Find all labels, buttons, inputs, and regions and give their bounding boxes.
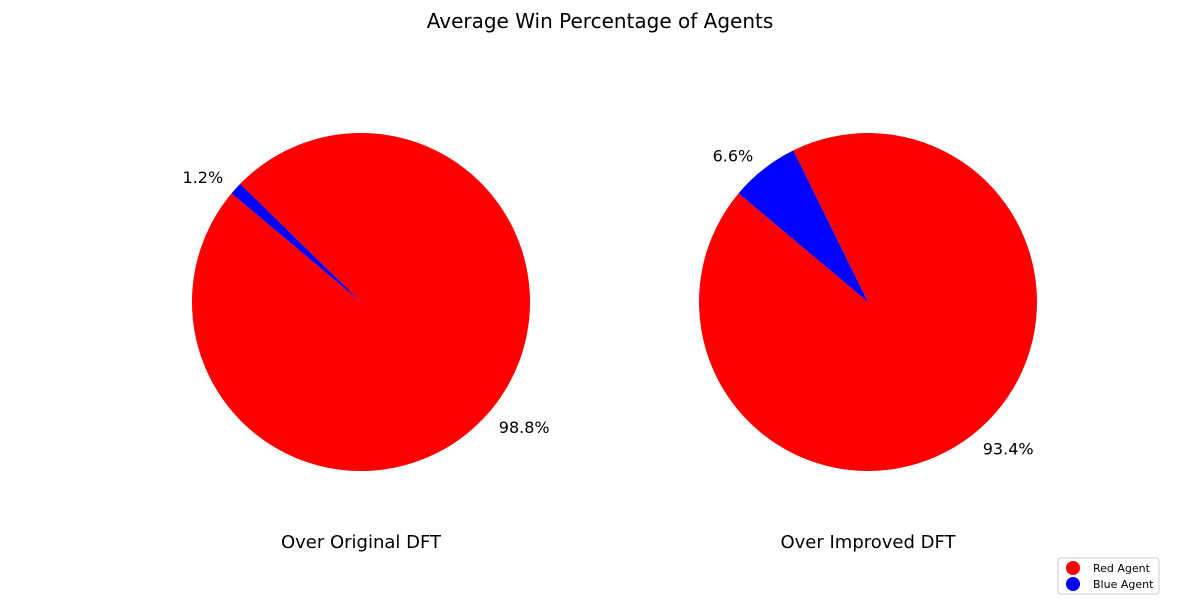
pie-original-dft-label-blue-agent: 1.2% [183,168,224,187]
pie-improved-dft-label-blue-agent: 6.6% [713,147,754,166]
legend-label-blue-agent: Blue Agent [1093,578,1154,591]
pie-original-dft-label-red-agent: 98.8% [499,418,550,437]
pie-original-dft: 98.8% 1.2% [183,133,550,472]
chart-title: Average Win Percentage of Agents [427,9,774,33]
pie-original-dft-title: Over Original DFT [281,532,442,553]
pie-original-dft-slice-blue-agent [231,183,361,302]
pie-improved-dft-label-red-agent: 93.4% [983,439,1034,458]
legend-frame [1057,557,1160,595]
legend-marker-red-agent [1066,561,1080,575]
pie-improved-dft-slice-blue-agent [738,150,868,302]
legend: Red Agent Blue Agent [1057,557,1160,595]
pie-improved-dft: 93.4% 6.6% [699,133,1038,472]
pie-original-dft-slice-red-agent [192,133,531,472]
pie-improved-dft-slice-red-agent [699,133,1038,472]
pie-improved-dft-title: Over Improved DFT [780,532,956,553]
legend-marker-blue-agent [1066,577,1080,591]
legend-label-red-agent: Red Agent [1093,562,1151,575]
